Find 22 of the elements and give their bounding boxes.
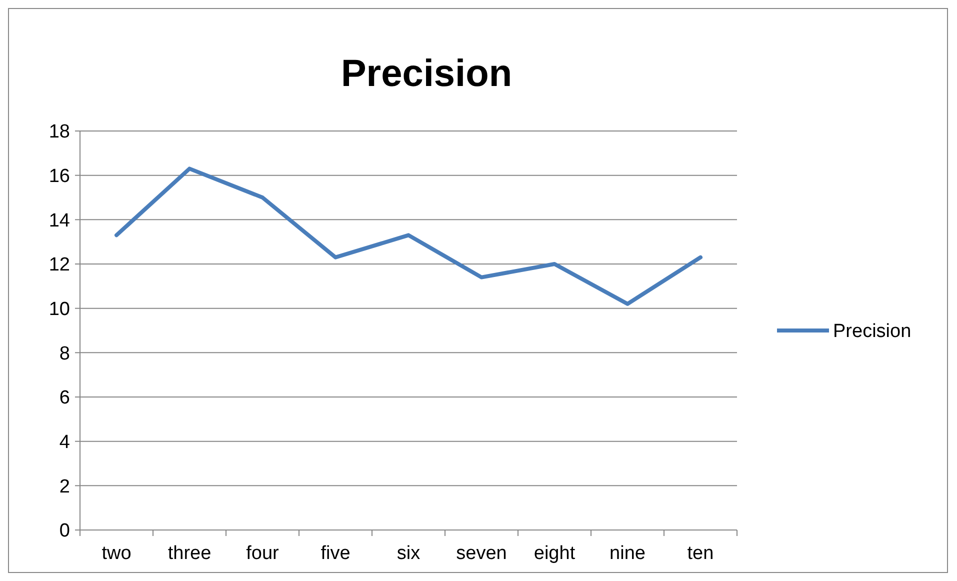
x-tick-label: three [168, 543, 212, 564]
y-tick-label: 18 [48, 122, 70, 143]
x-tick-label: six [396, 543, 421, 564]
x-tick-label: four [246, 543, 280, 564]
y-tick-label: 8 [59, 343, 70, 364]
x-tick-label: two [102, 543, 132, 564]
x-tick-label: seven [456, 543, 507, 564]
x-tick-label: eight [534, 543, 576, 564]
y-tick-label: 0 [59, 520, 70, 542]
y-tick-label: 16 [48, 166, 70, 187]
y-tick-label: 10 [48, 298, 70, 320]
chart-title: Precision [340, 53, 512, 95]
line-series [114, 166, 702, 306]
y-tick-label: 12 [48, 254, 70, 276]
x-tick-label: nine [610, 543, 646, 564]
x-tick-label: ten [687, 543, 714, 564]
y-tick-label: 6 [59, 388, 70, 409]
y-tick-label: 14 [48, 210, 70, 232]
legend-label: Precision [833, 321, 912, 342]
y-tick-label: 4 [59, 432, 70, 453]
y-tick-label: 2 [59, 476, 70, 498]
x-tick-label: five [320, 543, 350, 564]
